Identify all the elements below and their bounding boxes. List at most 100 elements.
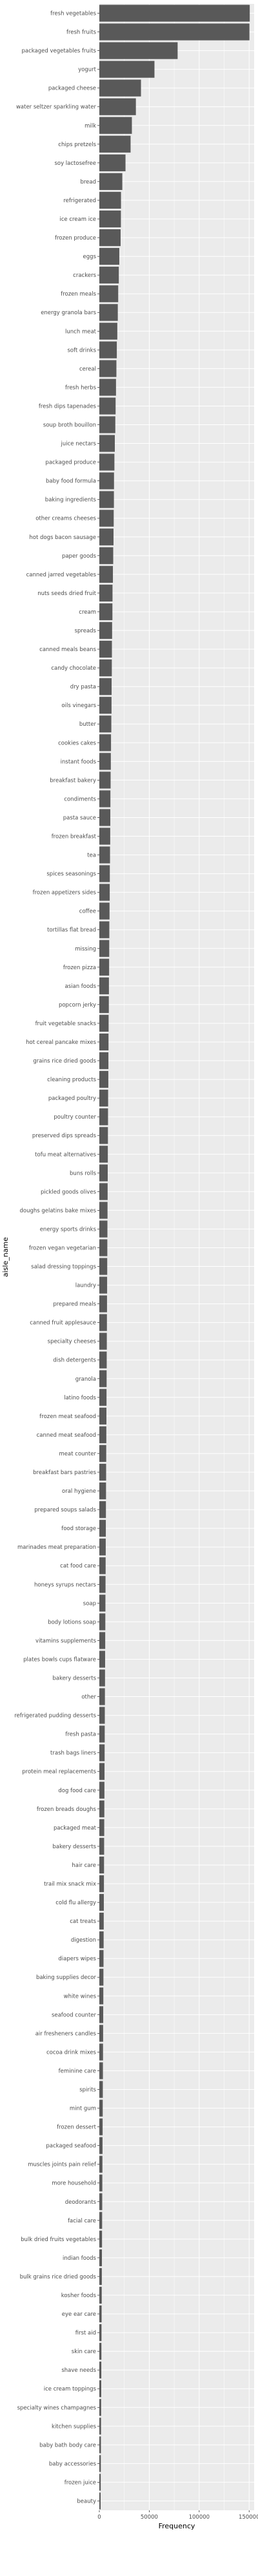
category-tick-label: paper goods	[62, 553, 97, 560]
category-tick-label: other	[81, 1694, 96, 1701]
bar	[99, 1127, 108, 1144]
bar	[99, 397, 116, 415]
bar	[99, 1781, 104, 1799]
bar	[99, 79, 141, 97]
category-tick-label: lunch meat	[65, 328, 97, 335]
category-tick-label: bakery desserts	[52, 1676, 96, 1682]
category-tick-label: soap	[83, 1600, 96, 1607]
bar	[99, 678, 112, 696]
x-tick-label: 0	[97, 2514, 101, 2521]
bar	[99, 491, 114, 508]
category-tick-label: hair care	[72, 1862, 96, 1869]
category-tick-label: dry pasta	[70, 684, 96, 690]
category-tick-label: shave needs	[61, 2367, 96, 2374]
category-tick-label: dog food care	[58, 1788, 96, 1794]
bar	[99, 1576, 106, 1593]
category-tick-label: cookies cakes	[58, 740, 96, 746]
category-tick-label: prepared soups salads	[34, 1507, 96, 1513]
bar	[99, 379, 116, 396]
category-tick-label: packaged seafood	[46, 2143, 96, 2150]
category-tick-label: water seltzer sparkling water	[16, 104, 97, 111]
category-tick-label: condiments	[64, 796, 96, 802]
category-tick-label: soy lactosefree	[54, 160, 96, 167]
category-tick-label: breakfast bars pastries	[33, 1470, 96, 1476]
category-tick-label: latino foods	[64, 1395, 96, 1401]
category-tick-label: kitchen supplies	[52, 2423, 97, 2430]
category-tick-label: cream	[79, 609, 96, 616]
category-tick-label: trail mix snack mix	[44, 1881, 96, 1888]
category-tick-label: dish detergents	[53, 1358, 96, 1364]
bar	[99, 809, 111, 826]
bar	[99, 1295, 107, 1312]
category-labels: fresh vegetables fresh fruits packaged veg…	[14, 11, 99, 2505]
category-tick-label: buns rolls	[70, 1170, 97, 1177]
category-tick-label: beauty	[77, 2498, 96, 2505]
category-tick-label: fruit vegetable snacks	[35, 1021, 97, 1027]
bar	[99, 715, 112, 733]
bar	[99, 2043, 103, 2061]
category-tick-label: feminine care	[59, 2068, 96, 2074]
category-tick-label: baby bath body care	[39, 2442, 96, 2448]
bar	[99, 1651, 105, 1668]
category-tick-label: baking supplies decor	[36, 1975, 97, 1981]
bar	[99, 1539, 106, 1556]
category-tick-label: canned fruit applesauce	[30, 1320, 96, 1327]
bar	[99, 1856, 104, 1874]
bar	[99, 23, 250, 41]
bar	[99, 2118, 103, 2136]
category-tick-label: refrigerated pudding desserts	[14, 1713, 96, 1719]
category-tick-label: missing	[75, 946, 96, 952]
bar	[99, 640, 112, 658]
category-tick-label: frozen breakfast	[52, 833, 97, 840]
bar	[99, 509, 114, 527]
bar	[99, 1632, 106, 1649]
bar	[99, 285, 119, 303]
bar	[99, 1090, 108, 1107]
bar	[99, 341, 117, 359]
bar	[99, 2137, 103, 2154]
category-tick-label: eggs	[83, 254, 97, 260]
bar	[99, 753, 111, 770]
category-tick-label: digestion	[71, 1937, 96, 1944]
bar	[99, 2305, 102, 2323]
bar	[99, 210, 121, 228]
category-tick-label: prepared meals	[53, 1302, 96, 1308]
category-tick-label: salad dressing toppings	[31, 1264, 96, 1271]
category-tick-label: white wines	[64, 1993, 97, 2000]
category-tick-label: asian foods	[64, 983, 96, 990]
bar	[99, 1763, 105, 1780]
grid-lines	[99, 4, 254, 2510]
bar	[99, 229, 121, 247]
category-tick-label: other creams cheeses	[35, 516, 96, 522]
category-tick-label: fresh pasta	[65, 1732, 96, 1738]
bar	[99, 1987, 104, 2005]
bars-group	[99, 5, 250, 2510]
bar	[99, 1014, 109, 1032]
bar	[99, 1463, 106, 1481]
category-tick-label: plates bowls cups flatware	[23, 1656, 96, 1663]
bar	[99, 1893, 104, 1911]
bar	[99, 2193, 103, 2210]
x-axis: 0 50000 100000 150000	[97, 2510, 258, 2521]
category-tick-label: tofu meat alternatives	[35, 1151, 96, 1158]
bar	[99, 2230, 103, 2248]
category-tick-label: tortillas flat bread	[47, 927, 96, 934]
bar	[99, 472, 114, 489]
bar	[99, 323, 117, 340]
bar	[99, 1444, 106, 1463]
category-tick-label: oral hygiene	[62, 1488, 96, 1495]
bar	[99, 267, 119, 284]
bar	[99, 5, 250, 22]
bar	[99, 1108, 108, 1126]
bar	[99, 2099, 103, 2117]
bar	[99, 1501, 106, 1519]
bar	[99, 1837, 104, 1855]
bar	[99, 1407, 106, 1425]
bar	[99, 1482, 106, 1500]
x-tick-label: 100000	[189, 2514, 210, 2521]
category-tick-label: frozen juice	[64, 2479, 96, 2486]
category-tick-label: grains rice dried goods	[33, 1058, 96, 1065]
x-axis-title: Frequency	[159, 2522, 195, 2530]
category-tick-label: body lotions soap	[48, 1619, 96, 1625]
